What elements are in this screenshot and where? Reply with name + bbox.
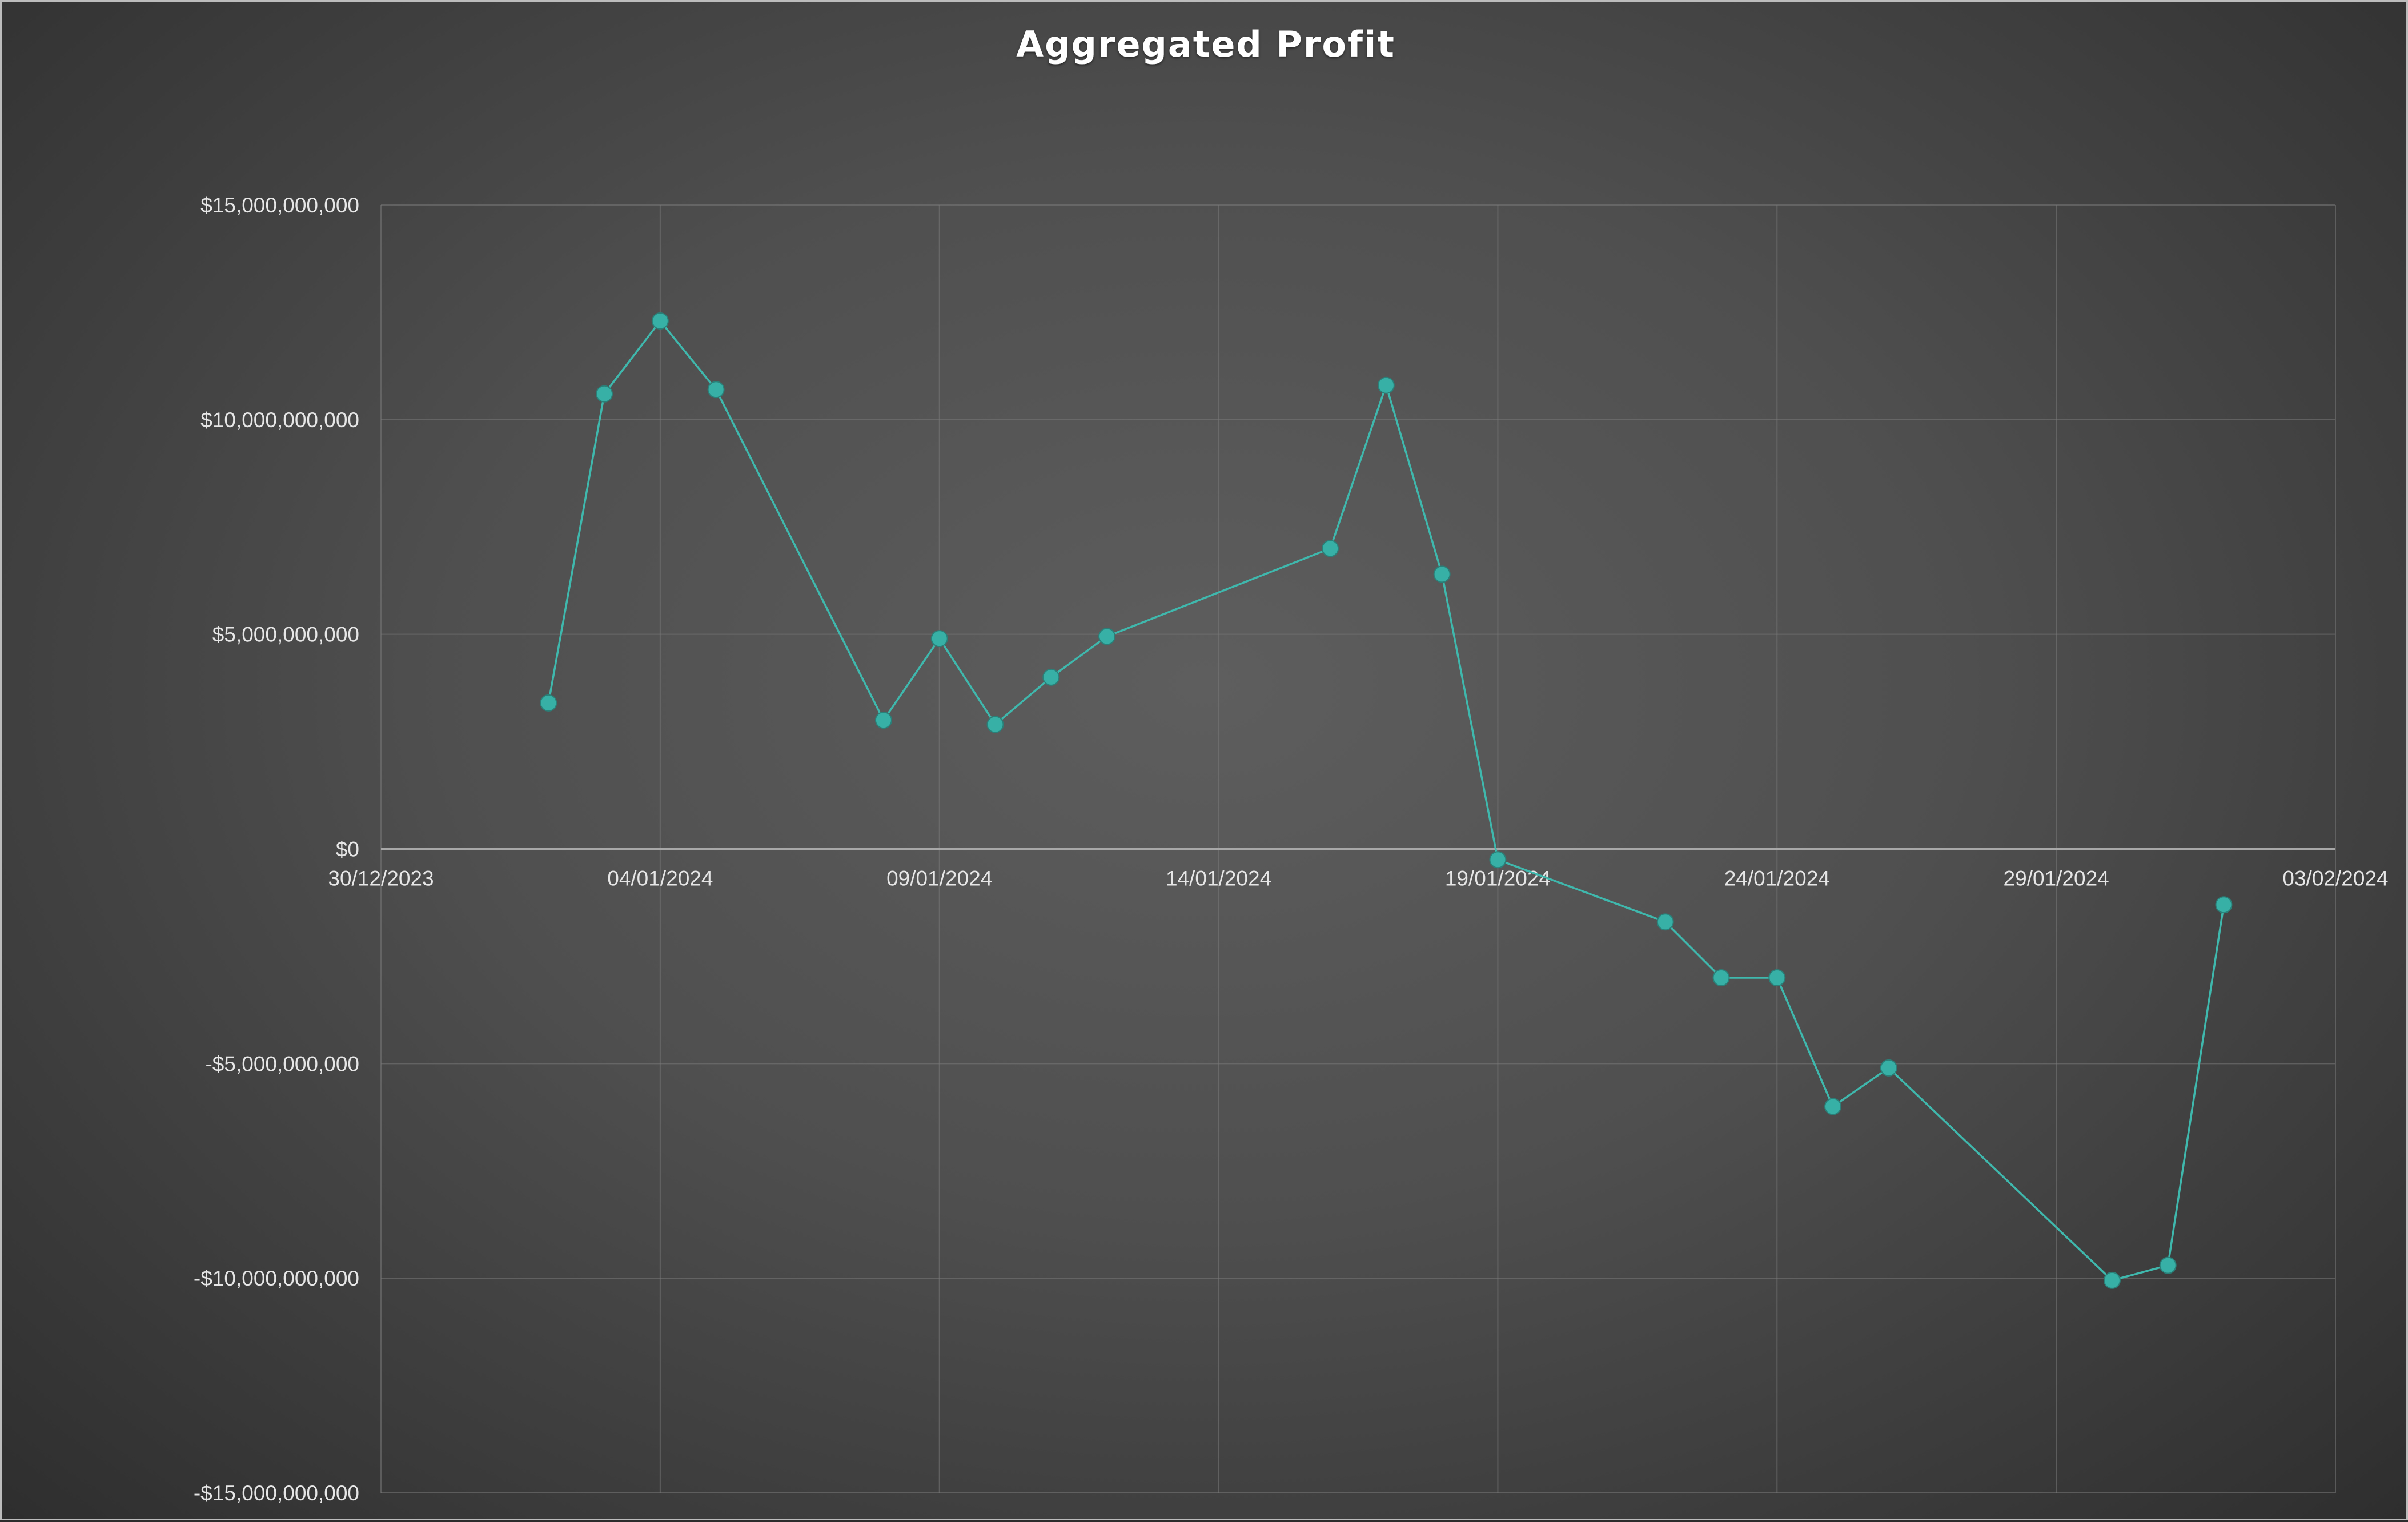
data-point — [707, 381, 725, 399]
x-tick-label: 19/01/2024 — [1445, 867, 1551, 890]
data-point — [1824, 1098, 1842, 1115]
data-point — [1656, 913, 1674, 931]
data-point — [1712, 969, 1730, 986]
data-point — [2215, 896, 2233, 914]
y-tick-label: $0 — [336, 838, 359, 861]
data-point — [2159, 1256, 2177, 1274]
series-layer — [540, 312, 2233, 1289]
data-point — [596, 385, 613, 403]
y-tick-label: $5,000,000,000 — [212, 623, 359, 646]
data-point — [1768, 969, 1786, 986]
x-tick-label: 03/02/2024 — [2282, 867, 2388, 890]
axis-labels: $15,000,000,000 $10,000,000,000 $5,000,000… — [194, 194, 2389, 1505]
data-point — [2103, 1271, 2121, 1289]
series-line — [547, 319, 2225, 1282]
data-point — [1880, 1059, 1897, 1077]
data-point — [1489, 851, 1507, 869]
data-point — [1098, 628, 1116, 645]
data-point — [1042, 668, 1060, 686]
x-tick-label: 14/01/2024 — [1166, 867, 1271, 890]
data-point — [986, 716, 1004, 733]
data-point — [1322, 540, 1339, 557]
y-tick-label: $10,000,000,000 — [200, 408, 359, 432]
data-point — [874, 712, 892, 729]
chart-title: Aggregated Profit — [1016, 23, 1395, 65]
data-point — [651, 312, 669, 330]
x-tick-label: 24/01/2024 — [1724, 867, 1830, 890]
x-tick-label: 09/01/2024 — [886, 867, 992, 890]
data-point — [1377, 376, 1395, 394]
y-tick-label: -$10,000,000,000 — [194, 1267, 359, 1290]
y-tick-label: -$15,000,000,000 — [194, 1481, 359, 1505]
x-tick-label: 29/01/2024 — [2004, 867, 2109, 890]
data-point — [540, 694, 557, 712]
data-point — [930, 630, 948, 648]
y-tick-label: -$5,000,000,000 — [205, 1052, 359, 1075]
x-tick-label: 30/12/2023 — [328, 867, 434, 890]
grid-layer — [380, 204, 2336, 1493]
y-tick-label: $15,000,000,000 — [200, 194, 359, 217]
x-tick-label: 04/01/2024 — [607, 867, 713, 890]
data-point — [1433, 565, 1451, 583]
